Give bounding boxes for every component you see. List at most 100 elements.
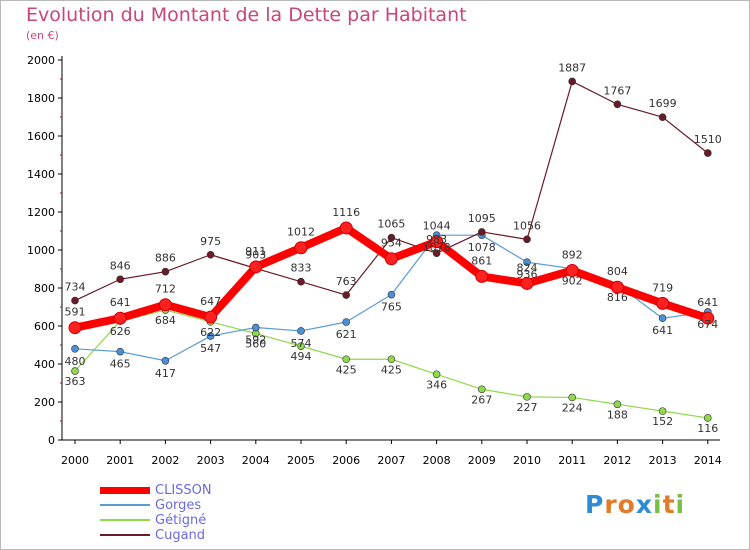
data-point-cugand: [658, 113, 667, 121]
data-label-clisson: 641: [697, 296, 718, 309]
data-label-clisson: 712: [155, 283, 176, 296]
data-point-gétigné: [613, 400, 622, 409]
data-point-gétigné: [703, 414, 712, 422]
data-label-cugand: 1095: [468, 212, 496, 225]
data-point-cugand: [342, 291, 351, 299]
data-point-clisson: [565, 264, 579, 278]
data-label-gorges: 936: [517, 268, 538, 281]
data-point-clisson: [294, 241, 308, 255]
data-label-gétigné: 560: [245, 338, 266, 351]
data-label-gétigné: 425: [336, 363, 357, 376]
y-tick-label: 0: [48, 434, 55, 447]
data-point-clisson: [701, 311, 715, 325]
data-label-gétigné: 224: [562, 401, 583, 414]
data-label-clisson: 861: [471, 254, 492, 267]
data-label-cugand: 846: [110, 259, 131, 272]
x-tick-label: 2009: [468, 454, 496, 467]
x-tick-label: 2006: [332, 454, 360, 467]
x-tick-label: 2005: [287, 454, 315, 467]
logo-letter: i: [675, 490, 686, 519]
legend-item-cugand: Cugand: [100, 528, 300, 543]
data-point-gorges: [342, 318, 351, 326]
logo-letter: o: [617, 490, 636, 519]
data-label-clisson: 911: [245, 245, 266, 258]
legend-item-gorges: Gorges: [100, 498, 300, 513]
data-point-cugand: [206, 250, 215, 259]
data-point-cugand: [432, 249, 441, 258]
x-tick-label: 2000: [61, 454, 89, 467]
legend-label-getigne: Gétigné: [155, 513, 207, 528]
data-point-gétigné: [658, 407, 667, 415]
data-label-clisson: 591: [65, 306, 86, 319]
data-point-clisson: [475, 269, 489, 283]
data-point-gorges: [523, 258, 531, 266]
data-point-clisson: [656, 296, 670, 310]
data-label-clisson: 641: [110, 296, 131, 309]
data-label-clisson: 1116: [332, 206, 360, 219]
data-point-cugand: [71, 296, 79, 305]
data-label-gorges: 1078: [423, 241, 451, 254]
data-point-gorges: [297, 327, 305, 335]
data-label-gétigné: 363: [65, 375, 86, 388]
data-label-cugand: 833: [291, 262, 312, 275]
y-tick-label: 1800: [27, 92, 55, 105]
y-tick-label: 200: [34, 396, 55, 409]
data-label-gorges: 465: [110, 358, 131, 371]
data-label-gétigné: 425: [381, 363, 402, 376]
data-point-gorges: [658, 314, 667, 323]
data-label-gétigné: 188: [607, 408, 628, 421]
legend-item-getigne: Gétigné: [100, 513, 300, 528]
data-label-cugand: 734: [65, 281, 86, 294]
data-label-gorges: 480: [65, 355, 86, 368]
proxiti-logo: Proxiti: [585, 490, 685, 519]
data-point-clisson: [113, 311, 127, 325]
legend-swatch-cugand: [100, 534, 150, 536]
data-label-gétigné: 116: [697, 422, 718, 435]
data-point-cugand: [568, 77, 577, 86]
data-label-clisson: 647: [200, 295, 221, 308]
x-tick-label: 2007: [377, 454, 405, 467]
logo-letter: i: [653, 490, 663, 519]
data-label-cugand: 1056: [513, 219, 541, 232]
data-label-gorges: 547: [200, 342, 221, 355]
data-label-clisson: 719: [652, 281, 673, 294]
data-label-gorges: 574: [291, 337, 312, 350]
data-label-clisson: 1012: [287, 226, 315, 239]
data-label-gétigné: 626: [110, 325, 131, 338]
data-label-clisson: 1044: [423, 220, 451, 233]
data-point-clisson: [430, 235, 444, 249]
data-point-gétigné: [477, 385, 486, 394]
data-point-cugand: [477, 228, 486, 236]
y-tick-label: 400: [34, 358, 55, 371]
data-label-gorges: 765: [381, 301, 402, 314]
x-tick-label: 2003: [197, 454, 225, 467]
data-point-clisson: [339, 221, 353, 235]
data-label-gétigné: 684: [155, 314, 176, 327]
x-tick-label: 2011: [558, 454, 586, 467]
y-tick-label: 1000: [27, 244, 55, 257]
data-label-cugand: 983: [426, 233, 447, 246]
data-label-gorges: 417: [155, 367, 176, 380]
chart-subtitle: (en €): [26, 29, 59, 42]
data-label-clisson: 804: [607, 265, 628, 278]
legend-swatch-clisson: [100, 487, 150, 494]
logo-letter: r: [604, 490, 618, 519]
data-label-cugand: 975: [200, 235, 221, 248]
y-tick-label: 1200: [27, 206, 55, 219]
logo-letter: P: [585, 490, 605, 519]
data-point-gétigné: [523, 393, 531, 401]
data-label-cugand: 1065: [377, 218, 405, 231]
x-tick-label: 2002: [151, 454, 179, 467]
data-point-cugand: [613, 100, 622, 109]
data-point-gorges: [252, 323, 260, 332]
data-point-gétigné: [71, 367, 79, 375]
data-point-gorges: [206, 332, 215, 340]
y-tick-label: 2000: [27, 54, 55, 67]
x-tick-label: 2013: [649, 454, 677, 467]
data-label-cugand: 1887: [558, 61, 586, 74]
data-point-gétigné: [297, 342, 305, 350]
y-tick-label: 800: [34, 282, 55, 295]
data-label-cugand: 886: [155, 252, 176, 265]
legend-item-clisson: CLISSON: [100, 483, 300, 498]
